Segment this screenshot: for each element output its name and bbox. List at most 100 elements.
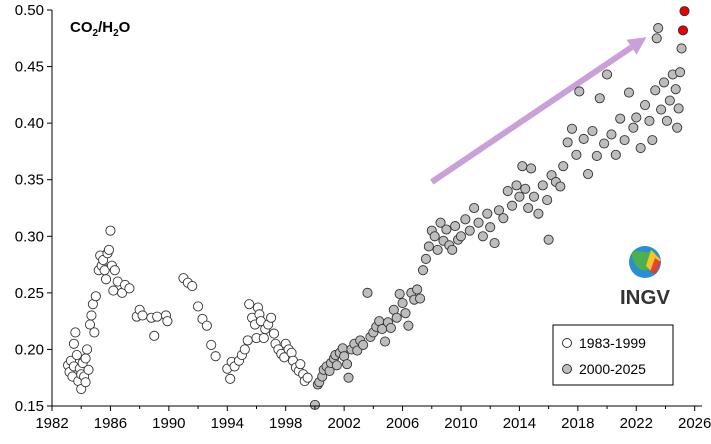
- data-point-2000-2025: [558, 161, 569, 172]
- x-tick-label: 2010: [444, 415, 477, 432]
- data-point-2000-2025: [526, 163, 537, 174]
- data-point-2000-2025: [482, 208, 493, 219]
- data-point-2000-2025: [520, 183, 531, 194]
- y-tick-label: 0.20: [15, 341, 44, 358]
- data-point-2000-2025: [670, 84, 681, 95]
- legend-box: [552, 324, 674, 386]
- data-point-2000-2025: [653, 23, 664, 34]
- data-point-1983-1999: [80, 377, 91, 388]
- data-point-1983-1999: [239, 344, 250, 355]
- data-point-2000-2025: [543, 234, 554, 245]
- data-point-2000-2025: [397, 297, 408, 309]
- data-point-1983-1999: [193, 301, 204, 312]
- data-point-2000-2025: [676, 43, 687, 54]
- data-point-1983-1999: [279, 352, 290, 363]
- data-point-1983-1999: [201, 320, 212, 331]
- data-point-2000-2025: [610, 149, 621, 160]
- data-point-2000-2025: [429, 231, 440, 242]
- data-point-2000-2025: [477, 231, 488, 242]
- data-point-2000-2025: [331, 360, 342, 371]
- data-point-2000-2025: [498, 213, 509, 224]
- data-point-1983-1999: [225, 373, 236, 384]
- data-point-2000-2025: [342, 359, 353, 370]
- data-point-1983-1999: [124, 283, 135, 294]
- y-tick-label: 0.40: [15, 115, 44, 132]
- data-point-1983-1999: [244, 299, 255, 310]
- x-tick-label: 2026: [678, 415, 711, 432]
- data-point-2000-2025: [400, 308, 411, 319]
- y-tick-label: 0.45: [15, 59, 44, 76]
- data-point-2000-2025: [628, 122, 639, 133]
- y-tick-label: 0.25: [15, 285, 44, 302]
- data-point-1983-1999: [90, 291, 101, 302]
- data-point-2000-2025: [417, 265, 429, 276]
- chart-title: CO2/H2O: [70, 19, 131, 39]
- x-tick-label: 1994: [211, 415, 244, 432]
- data-point-2000-2025: [450, 221, 461, 232]
- data-point-2000-2025: [394, 288, 405, 300]
- y-tick-label: 0.50: [15, 2, 44, 19]
- data-point-1983-1999: [71, 350, 82, 361]
- logo-text: INGV: [620, 287, 671, 309]
- data-point-1983-1999: [70, 327, 81, 338]
- data-point-2000-2025: [432, 244, 443, 255]
- data-point-1983-1999: [206, 339, 217, 350]
- data-point-1983-1999: [137, 310, 148, 321]
- data-point-2000-2025: [675, 67, 686, 78]
- data-point-2000-2025: [511, 180, 522, 191]
- data-point-1983-1999: [295, 359, 306, 370]
- data-point-2000-2025: [464, 225, 475, 236]
- data-point-1983-1999: [152, 311, 163, 322]
- data-point-2000-2025: [441, 224, 452, 235]
- data-point-2000-2025: [619, 135, 630, 146]
- data-point-1983-1999: [242, 335, 253, 346]
- data-point-2000-2025: [571, 149, 582, 160]
- data-point-1983-1999: [89, 327, 100, 338]
- data-point-2000-2025: [658, 77, 670, 88]
- data-point-1983-1999: [268, 328, 280, 339]
- data-point-2000-2025: [578, 133, 589, 145]
- x-tick-label: 1998: [269, 415, 302, 432]
- data-point-2000-2025: [566, 123, 578, 134]
- data-point-2000-2025: [447, 244, 458, 255]
- data-point-2000-2025: [343, 372, 354, 383]
- ingv-logo: INGV: [620, 246, 671, 309]
- data-point-1983-1999: [149, 330, 160, 341]
- data-point-1983-1999: [266, 312, 277, 323]
- data-point-2000-2025: [631, 112, 642, 123]
- x-tick-label: 2006: [386, 415, 419, 432]
- data-point-2000-2025: [672, 122, 683, 133]
- data-point-2000-2025: [412, 284, 423, 295]
- data-point-1983-1999: [103, 244, 115, 255]
- data-point-2000-2025: [591, 150, 602, 162]
- highlight-point: [677, 25, 689, 36]
- data-point-2000-2025: [555, 181, 566, 192]
- data-point-2000-2025: [485, 222, 496, 233]
- data-point-2000-2025: [599, 138, 610, 149]
- y-tick-label: 0.35: [15, 172, 44, 189]
- data-point-2000-2025: [562, 137, 573, 148]
- data-point-1983-1999: [109, 265, 120, 276]
- x-tick-label: 2018: [561, 415, 594, 432]
- data-point-1983-1999: [105, 225, 116, 236]
- legend: 1983-1999 2000-2025: [552, 324, 674, 386]
- trend-arrow-head: [626, 37, 647, 55]
- data-point-2000-2025: [673, 103, 684, 114]
- data-point-2000-2025: [420, 253, 431, 264]
- data-point-2000-2025: [423, 241, 434, 252]
- data-point-2000-2025: [602, 69, 613, 80]
- data-point-2000-2025: [528, 191, 540, 202]
- data-point-2000-2025: [594, 93, 605, 104]
- data-point-2000-2025: [517, 161, 528, 172]
- data-point-2000-2025: [537, 180, 548, 191]
- data-point-2000-2025: [574, 86, 585, 97]
- x-tick-label: 2002: [327, 415, 360, 432]
- x-tick-label: 2022: [620, 415, 653, 432]
- data-point-2000-2025: [650, 85, 661, 96]
- data-point-2000-2025: [651, 33, 662, 44]
- data-point-2000-2025: [415, 293, 426, 304]
- data-point-1983-1999: [83, 364, 94, 375]
- data-point-2000-2025: [587, 126, 598, 137]
- data-point-2000-2025: [615, 113, 626, 124]
- trend-arrow-layer: [430, 37, 647, 185]
